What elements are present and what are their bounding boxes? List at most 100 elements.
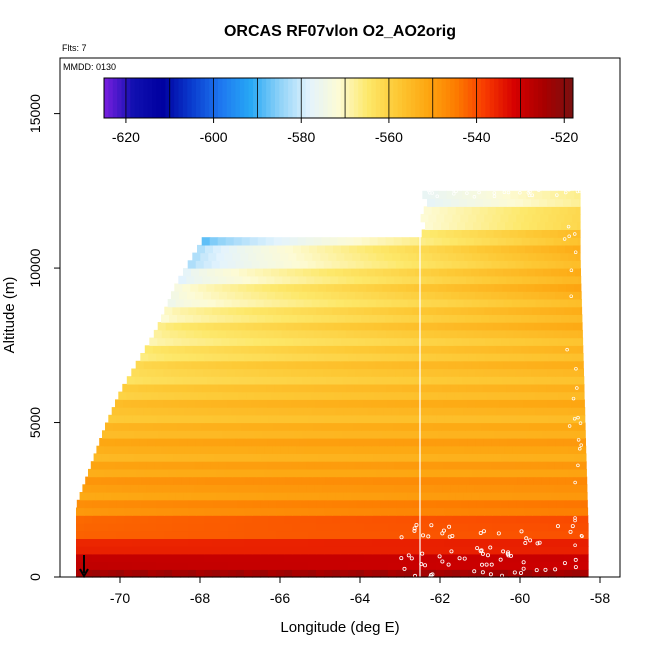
heatmap-cell [324,306,333,315]
heatmap-cell [515,291,524,300]
heatmap-cell [554,383,563,393]
heatmap-cell [324,414,333,424]
heatmap-cell [485,322,495,331]
heatmap-cell [466,484,475,493]
heatmap-cell [359,492,369,501]
heatmap-cell [295,299,305,308]
colorbar-segment [279,78,285,118]
heatmap-cell [386,275,395,285]
heatmap-cell [302,430,311,439]
heatmap-cell [371,368,380,377]
heatmap-cell [324,522,333,532]
heatmap-cell [569,329,579,339]
heatmap-cell [404,507,413,516]
heatmap-cell [583,492,588,501]
heatmap-cell [260,353,269,362]
heatmap-cell [258,383,267,393]
heatmap-cell [200,345,210,354]
heatmap-cell [527,268,536,277]
colorbar-segment [178,78,184,118]
heatmap-cell [348,414,357,424]
heatmap-cell [203,438,212,447]
heatmap-cell [429,453,439,462]
heatmap-cell [136,445,145,454]
heatmap-cell [276,546,285,555]
heatmap-cell [348,515,357,524]
heatmap-cell [420,507,429,516]
heatmap-cell [98,484,107,493]
heatmap-cell [479,206,489,215]
heatmap-cell [501,453,511,462]
sample-point [427,191,432,195]
heatmap-cell [163,399,172,408]
heatmap-cell [332,306,341,315]
heatmap-cell [351,299,361,308]
heatmap-cell [576,345,584,354]
colorbar-segment [174,78,180,118]
heatmap-cell [175,360,185,370]
heatmap-cell [393,237,403,246]
heatmap-cell [234,484,243,493]
colorbar-segment [222,78,228,118]
heatmap-cell [559,407,569,416]
heatmap-cell [306,461,316,470]
heatmap-cell [164,561,173,570]
heatmap-cell [486,283,495,292]
heatmap-cell [340,522,349,532]
heatmap-cell [492,515,501,524]
heatmap-cell [463,360,473,370]
heatmap-cell [465,221,474,230]
heatmap-cell [253,476,262,485]
heatmap-cell [536,468,545,478]
heatmap-cell [511,268,520,277]
heatmap-cell [460,538,469,547]
heatmap-cell [534,190,543,200]
colorbar-segment [498,78,504,118]
heatmap-cell [516,306,525,315]
heatmap-cell [319,407,329,416]
heatmap-cell [535,360,545,370]
heatmap-cell [376,252,385,261]
colorbar-segment [375,78,381,118]
heatmap-cell [285,337,294,346]
heatmap-cell [406,283,415,292]
heatmap-cell [572,353,581,362]
heatmap-cell [371,260,381,269]
heatmap-cell [580,507,589,516]
heatmap-cell [158,376,168,385]
heatmap-cell [111,407,121,416]
heatmap-cell [178,275,187,285]
heatmap-cell [315,260,325,269]
heatmap-cell [393,422,402,431]
colorbar-segment [555,78,561,118]
sample-point [523,541,528,546]
heatmap-cell [135,360,145,370]
heatmap-cell [532,214,541,223]
heatmap-cell [448,252,457,261]
heatmap-cell [532,499,542,509]
colorbar-segment [108,78,114,118]
heatmap-cell [172,530,181,539]
heatmap-cell [559,206,569,215]
heatmap-cell [76,530,85,539]
heatmap-cell [378,461,388,470]
heatmap-cell [291,438,300,447]
heatmap-cell [228,530,237,539]
heatmap-cell [347,368,356,377]
heatmap-cell [312,345,322,354]
heatmap-cell [336,345,346,354]
heatmap-cell [393,329,403,339]
heatmap-cell [150,376,160,385]
heatmap-cell [501,244,510,254]
heatmap-cell [436,414,445,424]
sample-point [485,553,490,558]
heatmap-cell [196,353,205,362]
heatmap-cell [374,430,383,439]
heatmap-cell [343,268,352,277]
heatmap-cell [337,329,347,339]
heatmap-cell [396,522,405,532]
sample-point [534,568,539,573]
heatmap-cell [315,399,324,408]
heatmap-cell [342,283,351,292]
heatmap-cell [456,345,466,354]
